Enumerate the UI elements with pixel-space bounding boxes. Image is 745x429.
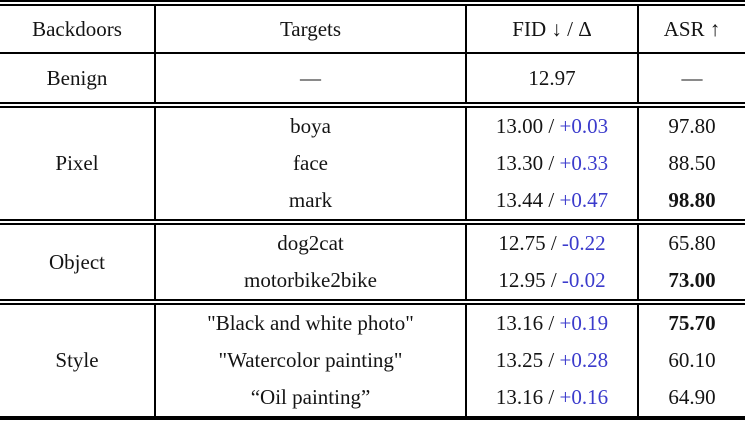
backdoor-cell: Object bbox=[49, 249, 105, 274]
fid-cell: 13.30 / +0.33 bbox=[465, 145, 638, 182]
column-header-targets: Targets bbox=[154, 3, 466, 53]
target-cell: boya bbox=[154, 105, 466, 145]
delta-value: +0.19 bbox=[559, 311, 609, 335]
backdoor-cell: Pixel bbox=[55, 151, 99, 175]
asr-cell: 65.80 bbox=[637, 222, 745, 262]
target-cell: dog2cat bbox=[154, 222, 466, 262]
table-header: Backdoors Targets FID ↓ / Δ ASR ↑ bbox=[0, 3, 745, 53]
asr-cell: — bbox=[637, 53, 745, 105]
delta-value: -0.02 bbox=[561, 268, 606, 292]
delta-value: +0.16 bbox=[559, 385, 609, 409]
asr-cell: 64.90 bbox=[637, 379, 745, 418]
target-cell: "Watercolor painting" bbox=[154, 342, 466, 379]
backdoor-cell: Style bbox=[55, 348, 99, 372]
column-header-backdoors: Backdoors bbox=[32, 16, 122, 41]
table-row: Style "Black and white photo" 13.16 / +0.1… bbox=[0, 302, 745, 372]
section-pixel: Pixel boya 13.00 / +0.03 97.80 face 13.30 / +… bbox=[0, 105, 745, 222]
fid-cell: 12.97 bbox=[465, 53, 638, 105]
fid-cell: 13.16 / +0.19 bbox=[465, 302, 638, 342]
benign-section: Benign — 12.97 — bbox=[0, 53, 745, 105]
fid-cell: 13.16 / +0.16 bbox=[465, 379, 638, 418]
delta-value: +0.28 bbox=[559, 348, 609, 372]
table-row: motorbike2bike 12.95 / -0.02 73.00 bbox=[0, 262, 745, 302]
target-cell: mark bbox=[154, 182, 466, 222]
delta-value: -0.22 bbox=[561, 231, 606, 255]
fid-cell: 12.95 / -0.02 bbox=[465, 262, 638, 302]
asr-cell: 88.50 bbox=[637, 145, 745, 182]
asr-cell: 98.80 bbox=[637, 182, 745, 222]
table-row: face 13.30 / +0.33 88.50 bbox=[0, 145, 745, 182]
target-cell: “Oil painting” bbox=[154, 379, 466, 418]
table-row: Object dog2cat 12.75 / -0.22 65.80 bbox=[0, 222, 745, 274]
asr-cell: 97.80 bbox=[637, 105, 745, 145]
target-cell: motorbike2bike bbox=[154, 262, 466, 302]
fid-cell: 13.25 / +0.28 bbox=[465, 342, 638, 379]
table-row-benign: Benign — 12.97 — bbox=[0, 53, 745, 105]
table-row: "Watercolor painting" 13.25 / +0.28 60.10 bbox=[0, 342, 745, 379]
table-row: “Oil painting” 13.16 / +0.16 64.90 bbox=[0, 379, 745, 418]
backdoor-cell: Benign bbox=[46, 65, 108, 90]
delta-value: +0.47 bbox=[559, 188, 609, 212]
asr-cell: 75.70 bbox=[637, 302, 745, 342]
target-cell: — bbox=[154, 53, 466, 105]
delta-value: +0.03 bbox=[559, 114, 609, 138]
fid-cell: 13.44 / +0.47 bbox=[465, 182, 638, 222]
results-table: Backdoors Targets FID ↓ / Δ ASR ↑ Benign… bbox=[0, 0, 745, 420]
asr-cell: 73.00 bbox=[637, 262, 745, 302]
fid-cell: 12.75 / -0.22 bbox=[465, 222, 638, 262]
section-style: Style "Black and white photo" 13.16 / +0.1… bbox=[0, 302, 745, 418]
delta-value: +0.33 bbox=[559, 151, 609, 175]
fid-cell: 13.00 / +0.03 bbox=[465, 105, 638, 145]
target-cell: "Black and white photo" bbox=[154, 302, 466, 342]
header-row: Backdoors Targets FID ↓ / Δ ASR ↑ bbox=[0, 3, 745, 53]
table-row: Pixel boya 13.00 / +0.03 97.80 bbox=[0, 105, 745, 175]
column-header-fid-delta: FID ↓ / Δ bbox=[465, 3, 638, 53]
target-cell: face bbox=[154, 145, 466, 182]
asr-cell: 60.10 bbox=[637, 342, 745, 379]
section-object: Object dog2cat 12.75 / -0.22 65.80 motorbike… bbox=[0, 222, 745, 302]
column-header-asr: ASR ↑ bbox=[637, 3, 745, 53]
table-row: mark 13.44 / +0.47 98.80 bbox=[0, 182, 745, 222]
